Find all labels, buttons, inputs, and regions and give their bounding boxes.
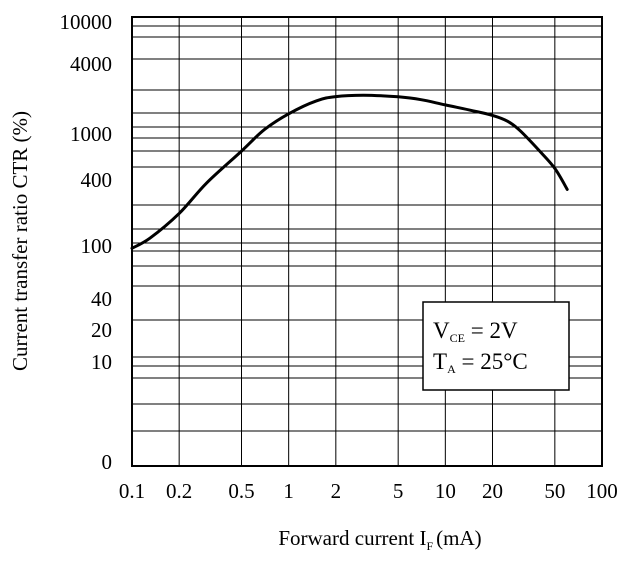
ctr-curve bbox=[130, 93, 569, 250]
y-tick-label: 100 bbox=[81, 234, 113, 258]
x-tick-label: 50 bbox=[544, 479, 565, 503]
x-tick-label: 100 bbox=[586, 479, 618, 503]
y-tick-label: 20 bbox=[91, 318, 112, 342]
plot-frame bbox=[131, 16, 603, 467]
annotation-line-1: VCE = 2V bbox=[433, 318, 518, 345]
annotation-box bbox=[422, 301, 570, 391]
conditions-annotation: VCE = 2V TA = 25°C bbox=[422, 301, 570, 391]
x-tick-label: 0.5 bbox=[228, 479, 254, 503]
x-tick-label: 0.1 bbox=[119, 479, 145, 503]
x-tick-labels: 0.1 0.2 0.5 1 2 5 10 20 50 100 bbox=[119, 479, 618, 503]
grid bbox=[132, 17, 602, 466]
x-tick-label: 20 bbox=[482, 479, 503, 503]
x-tick-label: 2 bbox=[331, 479, 342, 503]
y-axis-title: Current transfer ratio CTR (%) bbox=[8, 111, 32, 371]
y-tick-label: 4000 bbox=[70, 52, 112, 76]
y-tick-label: 1000 bbox=[70, 122, 112, 146]
y-tick-label: 400 bbox=[81, 168, 113, 192]
x-tick-label: 1 bbox=[283, 479, 294, 503]
x-axis-title: Forward current IF (mA) bbox=[278, 526, 481, 553]
y-tick-label: 10000 bbox=[60, 10, 113, 34]
y-tick-label: 40 bbox=[91, 287, 112, 311]
x-tick-label: 0.2 bbox=[166, 479, 192, 503]
annotation-line-2: TA = 25°C bbox=[433, 349, 528, 376]
y-tick-label: 0 bbox=[102, 450, 113, 474]
x-tick-label: 5 bbox=[393, 479, 404, 503]
x-tick-label: 10 bbox=[435, 479, 456, 503]
series-curve bbox=[130, 93, 569, 250]
y-tick-label: 10 bbox=[91, 350, 112, 374]
